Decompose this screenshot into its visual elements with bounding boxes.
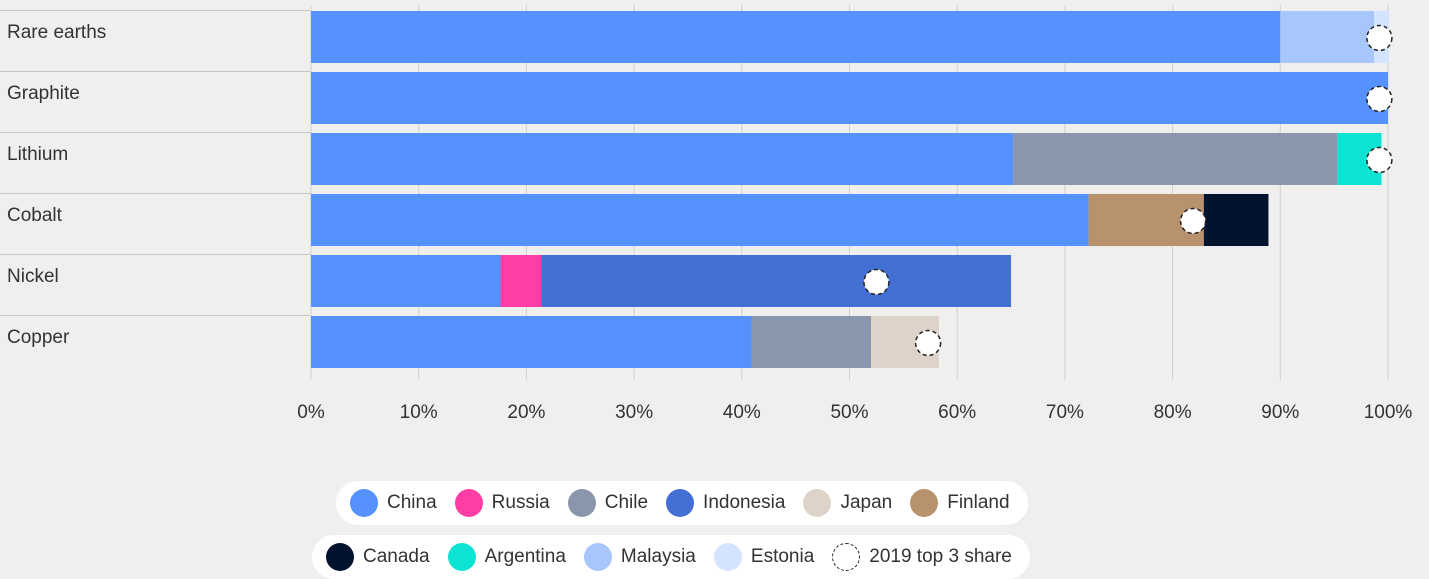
legend-label-china: China: [387, 492, 437, 513]
x-tick-label-30: 30%: [615, 402, 653, 423]
x-tick-label-70: 70%: [1046, 402, 1084, 423]
x-tick-label-40: 40%: [723, 402, 761, 423]
legend-swatch-russia: [454, 489, 483, 517]
x-tick-label-20: 20%: [507, 402, 545, 423]
bar-cobalt-china: [311, 194, 1089, 246]
legend-swatch-canada: [326, 543, 354, 571]
marker-2019-top-3-nickel: [863, 268, 890, 296]
x-tick-label-50: 50%: [830, 402, 868, 423]
bar-cobalt-canada: [1203, 194, 1269, 246]
marker-2019-top-3-copper: [914, 329, 942, 357]
category-label-lithium: Lithium: [7, 144, 68, 165]
category-label-cobalt: Cobalt: [7, 205, 63, 226]
bar-graphite-china: [311, 72, 1388, 124]
stacked-bar-chart: Rare earths Graphite Lithium Cobalt Nickel Co…: [0, 5, 1413, 423]
legend-item-estonia: Estonia: [713, 543, 815, 571]
x-tick-label-80: 80%: [1154, 402, 1192, 423]
marker-2019-top-3-cobalt: [1179, 207, 1207, 235]
legend-label-finland: Finland: [947, 492, 1010, 513]
category-label-nickel: Nickel: [7, 266, 59, 287]
legend-swatch-japan: [803, 489, 832, 517]
legend-swatch-malaysia: [583, 543, 612, 571]
legend-label-malaysia: Malaysia: [620, 546, 696, 567]
legend-item-malaysia: Malaysia: [583, 543, 696, 571]
legend-label-2019-top-3-share: 2019 top 3 share: [869, 546, 1012, 567]
legend-item-china: China: [350, 489, 437, 517]
bar-lithium-china: [311, 133, 1014, 185]
legend-item-2019-top-3-share: 2019 top 3 share: [832, 543, 1012, 571]
x-tick-label-10: 10%: [400, 402, 438, 423]
bar-nickel-russia: [500, 255, 542, 307]
legend-item-finland: Finland: [910, 489, 1010, 517]
bar-rare-earths-malaysia: [1280, 11, 1374, 63]
legend-item-chile: Chile: [567, 489, 649, 517]
legend-label-chile: Chile: [604, 492, 649, 513]
legend-item-canada: Canada: [326, 543, 430, 571]
legend-row-2: Canada Argentina Malaysia Estonia 2019 t…: [312, 535, 1030, 579]
x-tick-label-90: 90%: [1261, 402, 1299, 423]
x-tick-label-60: 60%: [938, 402, 976, 423]
bar-nickel-indonesia: [541, 255, 1012, 307]
bar-nickel-china: [311, 255, 501, 307]
legend-label-japan: Japan: [840, 492, 893, 513]
legend-label-russia: Russia: [491, 492, 550, 513]
marker-2019-top-3-rare-earths: [1366, 24, 1393, 52]
bar-rare-earths-china: [311, 11, 1281, 63]
legend-item-russia: Russia: [454, 489, 550, 517]
legend-item-japan: Japan: [803, 489, 892, 517]
marker-2019-top-3-lithium: [1366, 146, 1393, 174]
legend-label-estonia: Estonia: [750, 546, 815, 567]
legend-swatch-china: [350, 489, 378, 517]
bar-copper-chile: [751, 316, 872, 368]
legend-label-indonesia: Indonesia: [703, 492, 786, 513]
category-label-graphite: Graphite: [7, 83, 80, 104]
legend-swatch-finland: [910, 489, 939, 517]
legend-swatch-estonia: [713, 543, 742, 571]
marker-2019-top-3-graphite: [1366, 85, 1393, 113]
dashed-circle-icon: [832, 543, 861, 571]
legend-row-1: China Russia Chile Indonesia Japan Finla…: [336, 481, 1028, 525]
legend-label-canada: Canada: [363, 546, 430, 567]
legend-swatch-argentina: [447, 543, 476, 571]
category-label-copper: Copper: [7, 327, 70, 348]
x-tick-label-0: 0%: [297, 402, 325, 423]
legend-item-indonesia: Indonesia: [666, 489, 785, 517]
bar-lithium-chile: [1013, 133, 1338, 185]
x-tick-label-100: 100%: [1364, 402, 1413, 423]
legend-swatch-chile: [567, 489, 596, 517]
legend-swatch-indonesia: [666, 489, 695, 517]
category-label-rare-earths: Rare earths: [7, 22, 106, 43]
legend-item-argentina: Argentina: [447, 543, 566, 571]
legend-label-argentina: Argentina: [484, 546, 566, 567]
bar-copper-china: [311, 316, 752, 368]
